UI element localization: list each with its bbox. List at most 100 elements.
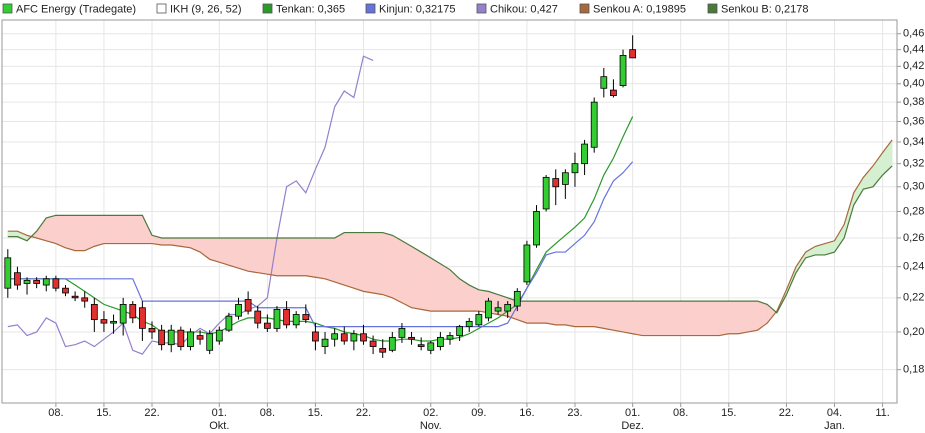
cloud-segment: [449, 269, 460, 312]
cloud-segment: [565, 300, 576, 327]
candle-body: [71, 295, 79, 299]
candle-body: [292, 314, 300, 326]
candle-body: [23, 279, 31, 284]
candle-body: [263, 322, 271, 329]
x-tick-label: 16.: [519, 407, 534, 419]
legend-label: Senkou A: 0,19895: [593, 3, 686, 15]
candle-body: [600, 76, 608, 89]
x-tick-label: 22.: [779, 407, 794, 419]
y-tick-label: 0,28: [903, 205, 924, 217]
candle-body: [62, 287, 69, 294]
candle-body: [369, 340, 377, 347]
cloud-segment: [680, 300, 691, 336]
candle-body: [590, 101, 598, 148]
cloud-segment: [757, 300, 768, 331]
x-tick-label: 11.: [875, 407, 889, 419]
cloud-segment: [622, 300, 633, 335]
candle-body: [513, 290, 521, 307]
cloud-segment: [219, 237, 230, 266]
x-tick-label: 01. Dez.: [621, 407, 644, 432]
cloud-segment: [65, 215, 76, 251]
candle-body: [533, 211, 540, 246]
cloud-segment: [747, 300, 758, 333]
legend-label: Kinjun: 0,32175: [379, 3, 455, 15]
cloud-segment: [392, 234, 403, 304]
candle-body: [90, 303, 98, 321]
legend-swatch: [156, 3, 167, 14]
x-tick-label: 01. Okt.: [209, 407, 229, 432]
y-tick-label: 0,32: [903, 158, 924, 170]
cloud-segment: [411, 245, 422, 310]
candle-body: [581, 143, 588, 165]
candle-body: [81, 297, 89, 302]
x-tick-label: 15.: [96, 407, 111, 419]
cloud-segment: [46, 215, 57, 244]
cloud-segment: [526, 300, 537, 324]
cloud-segment: [161, 237, 172, 246]
cloud-segment: [7, 230, 18, 237]
candle-body: [552, 178, 560, 188]
cloud-segment: [132, 215, 143, 244]
cloud-segment: [718, 300, 730, 336]
cloud-segment: [113, 215, 124, 244]
candle-body: [542, 176, 550, 210]
y-tick-label: 0,38: [903, 96, 924, 108]
cloud-segment: [305, 237, 316, 278]
legend: AFC Energy (Tradegate) IKH (9, 26, 52) Ten…: [2, 3, 808, 15]
cloud-segment: [94, 215, 105, 247]
y-tick-label: 0,26: [903, 232, 924, 244]
cloud-segment: [334, 232, 345, 286]
y-tick-label: 0,42: [903, 60, 924, 72]
indicator-line: [7, 165, 893, 314]
cloud-segment: [103, 215, 114, 244]
candle-body: [312, 331, 319, 342]
cloud-segment: [440, 263, 451, 312]
y-tick-label: 0,20: [903, 326, 924, 338]
candle-body: [321, 338, 329, 347]
candle-body: [33, 279, 41, 284]
x-tick-label: 09.: [471, 407, 486, 419]
indicator-line: [7, 55, 374, 355]
cloud-segment: [401, 240, 412, 309]
x-tick-label: 02. Nov.: [420, 407, 442, 432]
cloud-segment: [315, 237, 326, 280]
x-tick-label: 04. Jan.: [824, 407, 845, 432]
cloud-segment: [728, 300, 739, 334]
candle-body: [254, 310, 262, 324]
cloud-segment: [661, 300, 672, 336]
candle-body: [119, 303, 127, 324]
cloud-segment: [593, 300, 605, 329]
candle-body: [360, 333, 367, 342]
candle-body: [561, 172, 569, 185]
cloud-segment: [613, 300, 624, 333]
candle-body: [215, 329, 223, 342]
candle-body: [187, 331, 194, 347]
grid: [2, 20, 897, 403]
cloud-segment: [344, 232, 355, 289]
y-tick-label: 0,30: [903, 181, 924, 193]
cloud-segment: [699, 300, 710, 336]
legend-swatch: [476, 3, 487, 14]
candle-body: [494, 307, 502, 312]
cloud-segment: [584, 300, 595, 327]
cloud-segment: [651, 300, 662, 336]
cloud-segment: [420, 251, 432, 312]
cloud-segment: [536, 300, 547, 324]
candle-body: [206, 333, 214, 351]
y-tick-label: 0,18: [903, 364, 924, 376]
cloud-segment: [295, 237, 307, 276]
candle-body: [139, 307, 146, 329]
cloud-segment: [276, 237, 287, 276]
cloud-segment: [670, 300, 681, 336]
cloud-segment: [363, 232, 374, 294]
candle-body: [523, 244, 531, 283]
candle-body: [475, 314, 483, 326]
candle-body: [340, 333, 348, 342]
indicator-line: [7, 139, 893, 337]
y-tick-label: 0,34: [903, 136, 924, 148]
candle-body: [244, 299, 252, 312]
legend-swatch: [262, 3, 273, 14]
candle-body: [177, 329, 185, 347]
x-tick-label: 23.: [567, 407, 582, 419]
